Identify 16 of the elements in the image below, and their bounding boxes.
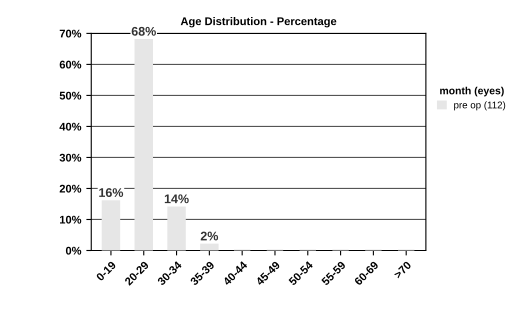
y-tick-label: 0%: [66, 246, 82, 255]
legend-title: month (eyes): [440, 86, 504, 96]
data-label: 14%: [164, 194, 189, 204]
y-tick-label: 50%: [60, 92, 82, 100]
legend-label: pre op (112): [454, 101, 506, 110]
data-label: 16%: [99, 188, 124, 198]
y-tick-label: 40%: [59, 122, 82, 131]
data-label: 68%: [132, 26, 156, 36]
data-label: 2%: [200, 232, 218, 240]
y-tick-label: 30%: [60, 154, 82, 162]
y-tick-label: 20%: [60, 184, 82, 193]
y-tick-label: 10%: [60, 216, 82, 224]
x-tick-label: >70: [393, 260, 412, 279]
y-tick-label: 60%: [60, 60, 82, 69]
y-tick-label: 70%: [60, 30, 82, 38]
chart-title: Age Distribution - Percentage: [180, 17, 336, 28]
